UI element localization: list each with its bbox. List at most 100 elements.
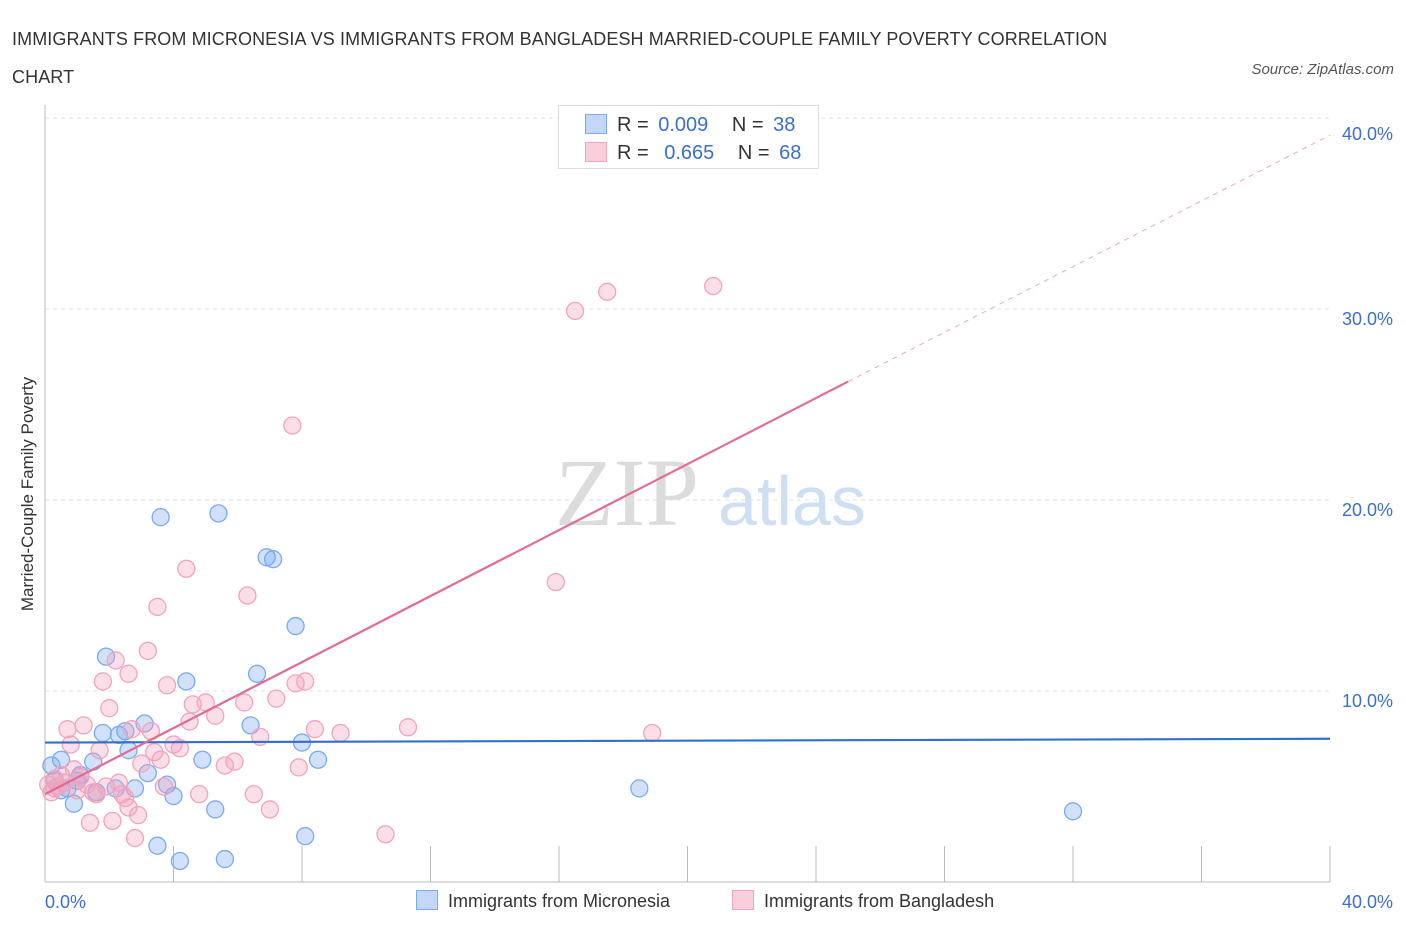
point-bangladesh [546,572,565,592]
point-bangladesh [225,752,244,771]
point-bangladesh [190,784,209,804]
point-bangladesh [125,828,145,848]
point-micronesia [308,750,328,769]
point-bangladesh [177,559,196,578]
point-micronesia [42,756,61,775]
point-bangladesh [260,800,280,819]
watermark-zip: ZIP [555,439,699,546]
point-bangladesh [67,781,87,800]
point-bangladesh [122,720,141,739]
point-bangladesh [74,716,93,735]
legend-n-value-bangladesh: 68 [779,142,802,164]
trend-layer [44,134,1331,796]
point-bangladesh [267,689,286,708]
y-tick-label: 40.0% [1342,124,1393,144]
point-micronesia [215,849,235,869]
y-axis-label: Married-Couple Family Poverty [18,376,37,612]
point-bangladesh [154,777,174,796]
bottom-legend-bangladesh: Immigrants from Bangladesh [732,890,994,912]
legend-row-micronesia: R = 0.009 N = 38 [585,114,795,136]
point-bangladesh [398,718,418,737]
point-micronesia [157,775,177,794]
trend-line-bangladesh [44,380,849,796]
bottom-legend-label-micronesia: Immigrants from Micronesia [448,891,671,911]
axis-layer [44,105,1331,883]
source-label: Source: ZipAtlas.com [1251,61,1394,78]
point-bangladesh [132,754,151,773]
legend-n-label: N = [737,142,770,164]
point-bangladesh [151,750,170,769]
legend-r-value-bangladesh: 0.665 [664,142,715,164]
watermark-atlas: atlas [718,462,866,540]
point-bangladesh [643,723,662,743]
point-bangladesh [305,720,325,739]
point-bangladesh [296,672,315,691]
point-micronesia [116,721,135,741]
point-micronesia [138,763,157,783]
legend-swatch-bangladesh [585,142,607,162]
legend-r-label: R = [617,114,649,136]
point-micronesia [630,779,649,798]
y-tick-label: 20.0% [1342,500,1393,520]
chart-title: IMMIGRANTS FROM MICRONESIA VS IMMIGRANTS… [12,29,1108,87]
bottom-legend-swatch-micronesia [416,890,438,910]
point-bangladesh [129,806,148,825]
point-bangladesh [283,416,302,435]
point-micronesia [93,723,112,743]
bottom-legend-swatch-bangladesh [732,890,754,910]
point-micronesia [148,836,167,855]
x-tick-label-max: 40.0% [1342,892,1393,912]
y-tick-label: 30.0% [1342,309,1393,329]
point-bangladesh [93,672,112,691]
point-bangladesh [704,276,723,296]
x-tick-label-min: 0.0% [45,892,86,912]
point-micronesia [257,548,276,567]
trend-line-micronesia [44,737,1331,744]
point-bangladesh [87,784,106,804]
point-micronesia [170,851,190,871]
point-bangladesh [376,825,395,844]
point-bangladesh [106,651,125,670]
point-micronesia [164,786,183,806]
point-bangladesh [58,720,77,739]
legend-n-label: N = [731,114,764,136]
point-micronesia [209,504,228,523]
point-micronesia [1063,802,1083,821]
y-tick-label: 10.0% [1342,691,1393,711]
point-bangladesh [90,741,109,760]
point-bangladesh [235,693,254,712]
point-bangladesh [598,282,617,301]
bottom-legend-micronesia: Immigrants from Micronesia [416,890,670,912]
point-bangladesh [119,664,138,683]
point-micronesia [296,827,315,846]
point-micronesia [151,508,170,527]
point-micronesia [177,672,196,691]
point-layer [39,276,1083,871]
legend-r-label: R = [617,142,649,164]
tick-label-layer: 10.0% 20.0% 30.0% 40.0% 0.0% 40.0% [45,124,1393,912]
point-micronesia [64,794,84,813]
point-bangladesh [116,788,135,808]
point-bangladesh [215,756,235,775]
point-bangladesh [331,723,350,743]
legend-swatch-micronesia [585,114,607,134]
legend-n-value-micronesia: 38 [773,114,796,136]
grid-layer [45,117,1330,692]
point-bangladesh [289,758,308,777]
trend-extension-bangladesh [847,134,1331,383]
point-bangladesh [80,813,100,832]
point-bangladesh [157,676,177,695]
point-bangladesh [119,798,138,817]
point-bangladesh [170,739,190,758]
point-micronesia [263,550,283,569]
point-micronesia [193,750,212,769]
point-bangladesh [109,773,129,792]
point-bangladesh [100,699,119,718]
point-bangladesh [138,641,157,661]
point-micronesia [247,664,267,683]
legend-r-value-micronesia: 0.009 [658,114,709,136]
point-micronesia [206,800,225,819]
point-bangladesh [238,586,257,605]
bottom-legend-label-bangladesh: Immigrants from Bangladesh [764,891,995,911]
point-micronesia [51,750,71,769]
